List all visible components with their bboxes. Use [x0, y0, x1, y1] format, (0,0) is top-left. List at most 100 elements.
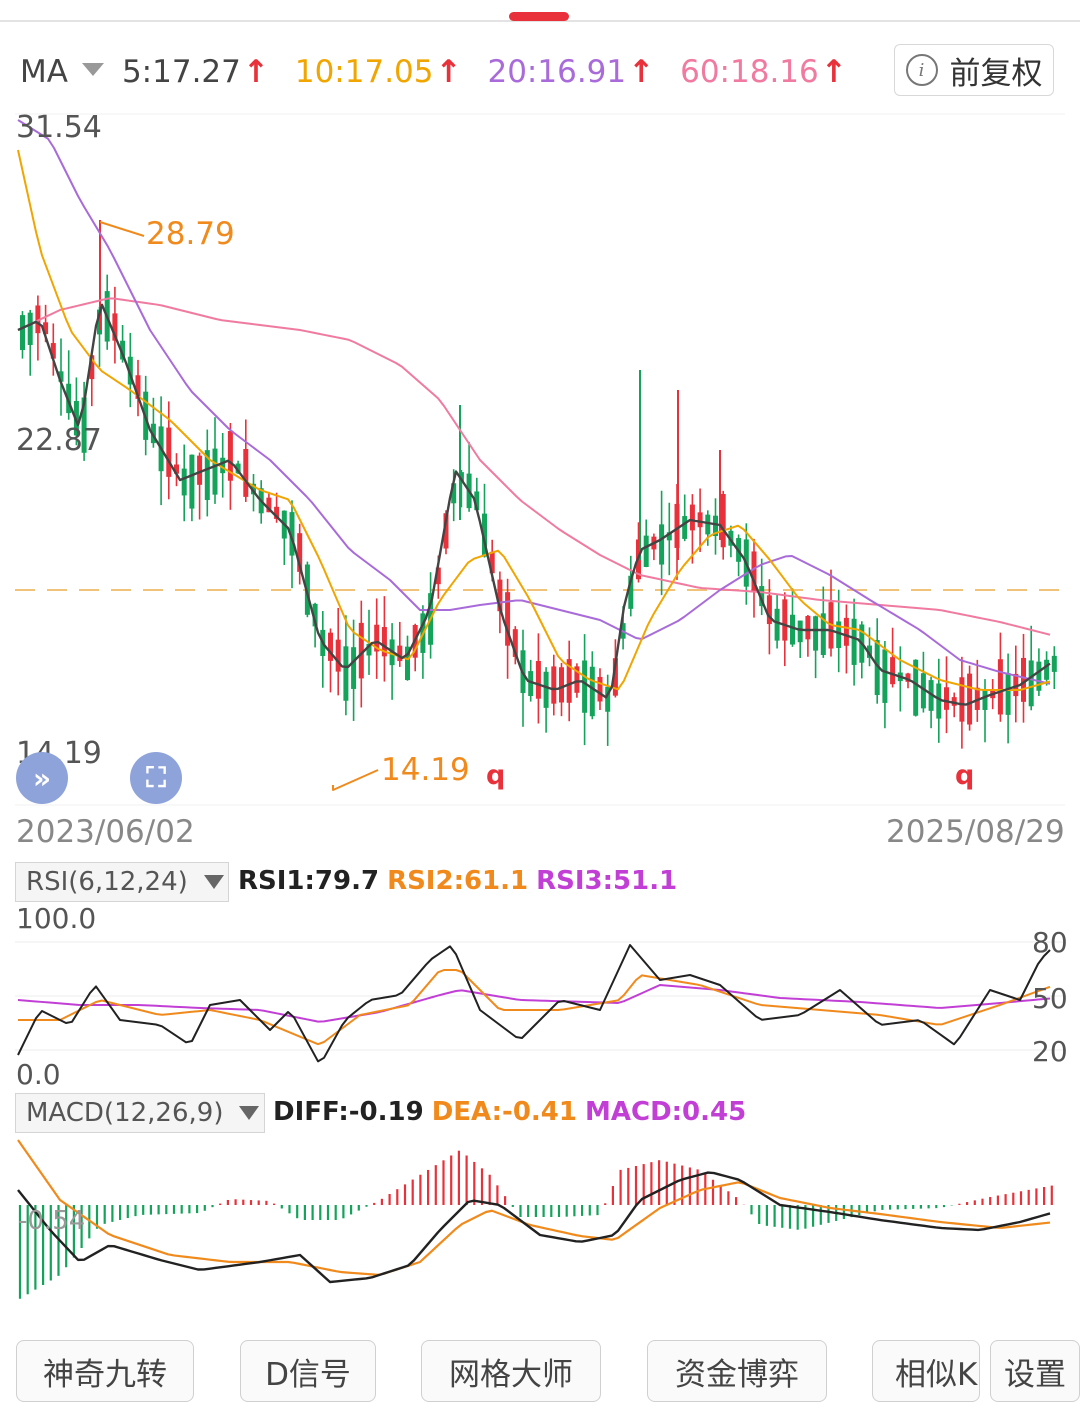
- candle-body: [197, 455, 203, 485]
- rsi3-value: RSI3:51.1: [536, 866, 678, 896]
- candle-body: [751, 551, 757, 592]
- tab-d-signal[interactable]: D信号: [240, 1340, 376, 1402]
- candle-body: [312, 603, 318, 627]
- candle-body: [813, 616, 819, 651]
- macd-axis-label: -0.54: [18, 1206, 86, 1236]
- candle-body: [166, 427, 172, 477]
- candle-body: [689, 504, 695, 531]
- candle-body: [782, 599, 788, 641]
- candle-body: [836, 621, 842, 648]
- tab-settings[interactable]: 设置: [990, 1340, 1080, 1402]
- candle-body: [759, 586, 765, 607]
- candle-body: [997, 659, 1003, 715]
- drag-handle[interactable]: [509, 12, 569, 21]
- candle-body: [659, 524, 665, 565]
- candle-body: [951, 697, 957, 706]
- candle-body: [174, 464, 179, 474]
- candle-body: [882, 649, 888, 703]
- candle-body: [43, 322, 49, 334]
- candle-body: [1036, 661, 1042, 691]
- tab-fund-game[interactable]: 资金博弈: [647, 1340, 827, 1402]
- up-arrow-icon: ↑: [435, 54, 462, 90]
- candle-body: [890, 657, 896, 685]
- candle-body: [1051, 655, 1057, 672]
- candle-body: [227, 430, 233, 481]
- candle-body: [967, 673, 973, 725]
- candle-body: [443, 513, 449, 549]
- candle-body: [790, 614, 795, 645]
- macd-selector[interactable]: MACD(12,26,9): [15, 1093, 265, 1133]
- ma10-value: 10:17.05↑: [294, 54, 462, 90]
- end-date-label: 2025/08/29: [886, 814, 1065, 850]
- candle-body: [867, 645, 872, 658]
- expand-icon[interactable]: »: [16, 752, 68, 804]
- candle-body: [543, 671, 549, 708]
- ma5-value: 5:17.27↑: [121, 54, 269, 90]
- candle-body: [535, 660, 541, 699]
- candle-body: [612, 658, 618, 696]
- candle-body: [20, 315, 25, 351]
- candle-body: [381, 627, 387, 657]
- diff-line: [17, 1171, 1051, 1284]
- ma-dropdown-icon[interactable]: [81, 62, 104, 76]
- rsi-50-label: 50: [1032, 982, 1068, 1015]
- macd-value: MACD:0.45: [585, 1097, 747, 1127]
- candle-body: [243, 449, 249, 497]
- low-marker-line: [332, 769, 379, 791]
- candle-body: [458, 472, 464, 482]
- rsi-20-label: 20: [1032, 1035, 1068, 1068]
- candle-body: [697, 512, 703, 528]
- ma-label[interactable]: MA: [20, 54, 68, 90]
- ma60-value: 60:18.16↑: [680, 54, 847, 90]
- candle-body: [120, 340, 126, 360]
- rsi2-value: RSI2:61.1: [387, 866, 529, 896]
- candle-body: [682, 516, 688, 539]
- candle-body: [81, 397, 87, 453]
- top-divider: [0, 20, 1080, 22]
- candle-body: [374, 624, 380, 652]
- signal-marker: q: [486, 760, 506, 791]
- candle-body: [397, 645, 403, 662]
- candle-body: [1005, 673, 1011, 715]
- candle-body: [204, 450, 210, 501]
- rsi-top-label: 100.0: [16, 902, 97, 935]
- tab-magic-nine[interactable]: 神奇九转: [16, 1340, 194, 1402]
- candle-body: [574, 666, 580, 693]
- candle-body: [713, 515, 718, 537]
- candle-body: [920, 673, 926, 709]
- rsi-selector[interactable]: RSI(6,12,24): [15, 862, 229, 902]
- signal-marker: q: [955, 760, 975, 791]
- ma20-line: [17, 119, 1051, 685]
- candle-body: [335, 639, 341, 672]
- adjustment-button[interactable]: i 前复权: [894, 44, 1054, 96]
- candle-body: [474, 491, 480, 511]
- ma20-value: 20:16.91↑: [487, 54, 655, 90]
- candle-body: [705, 514, 711, 535]
- candle-body: [720, 494, 726, 548]
- candle-body: [797, 620, 803, 643]
- candle-body: [297, 533, 303, 572]
- candle-body: [959, 677, 965, 722]
- macd-values: DIFF:-0.19 DEA:-0.41 MACD:0.45: [273, 1097, 754, 1127]
- candle-body: [451, 483, 457, 504]
- candle-body: [112, 313, 118, 341]
- candle-body: [489, 551, 495, 574]
- tab-grid-master[interactable]: 网格大师: [421, 1340, 601, 1402]
- low-price-marker: 14.19: [381, 752, 470, 788]
- candle-body: [497, 579, 503, 612]
- fullscreen-icon[interactable]: ⛶: [130, 752, 182, 804]
- candle-body: [50, 343, 56, 359]
- candle-body: [936, 683, 942, 719]
- dea-value: DEA:-0.41: [431, 1097, 577, 1127]
- candle-body: [843, 617, 849, 646]
- kline-chart-canvas[interactable]: [0, 0, 1080, 1340]
- chevron-down-icon: [239, 1106, 260, 1120]
- diff-value: DIFF:-0.19: [273, 1097, 424, 1127]
- candle-body: [89, 355, 95, 380]
- adjustment-label: 前复权: [949, 55, 1043, 92]
- candle-body: [551, 666, 557, 704]
- tab-similar-k[interactable]: 相似K: [872, 1340, 980, 1402]
- candle-body: [559, 667, 564, 703]
- candle-body: [235, 463, 241, 474]
- candle-body: [35, 305, 41, 334]
